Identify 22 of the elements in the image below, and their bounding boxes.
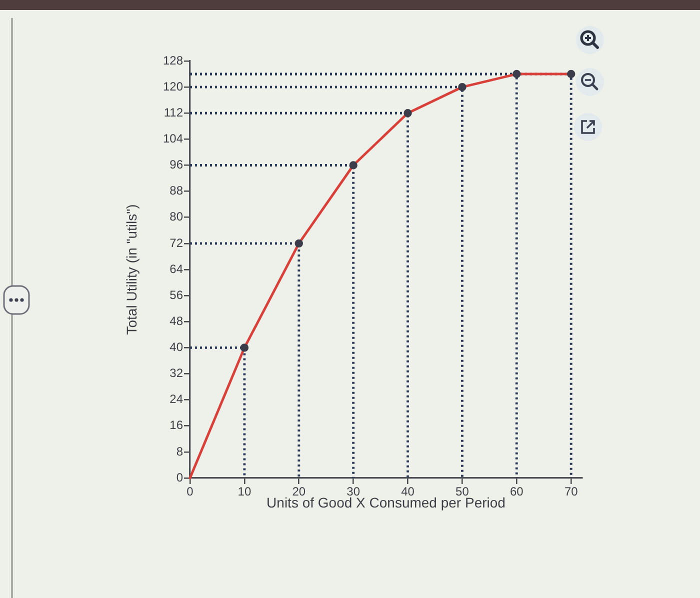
x-tick-label: 0: [186, 484, 194, 499]
y-tick-label: 88: [170, 184, 184, 198]
x-tick-label: 60: [510, 484, 524, 499]
y-tick-label: 104: [162, 132, 184, 146]
y-tick-label: 16: [170, 418, 184, 432]
y-tick-label: 128: [162, 53, 184, 68]
y-tick-label: 64: [170, 262, 184, 276]
y-tick-label: 56: [170, 288, 184, 302]
y-tick-label: 24: [170, 392, 184, 406]
y-tick-label: 48: [170, 314, 184, 328]
y-tick-label: 8: [176, 444, 184, 458]
y-tick-label: 120: [162, 79, 184, 94]
y-tick-label: 112: [164, 105, 184, 120]
y-tick-label: 40: [170, 340, 184, 354]
y-axis-title: Total Utility (in "utils"): [123, 204, 140, 335]
y-tick-label: 96: [170, 158, 184, 172]
x-tick-label: 70: [564, 484, 578, 499]
x-tick-label: 10: [238, 484, 252, 499]
y-tick-label: 72: [170, 236, 184, 250]
y-tick-label: 0: [176, 470, 184, 484]
y-tick-label: 32: [170, 366, 184, 380]
y-tick-label: 80: [170, 210, 184, 224]
